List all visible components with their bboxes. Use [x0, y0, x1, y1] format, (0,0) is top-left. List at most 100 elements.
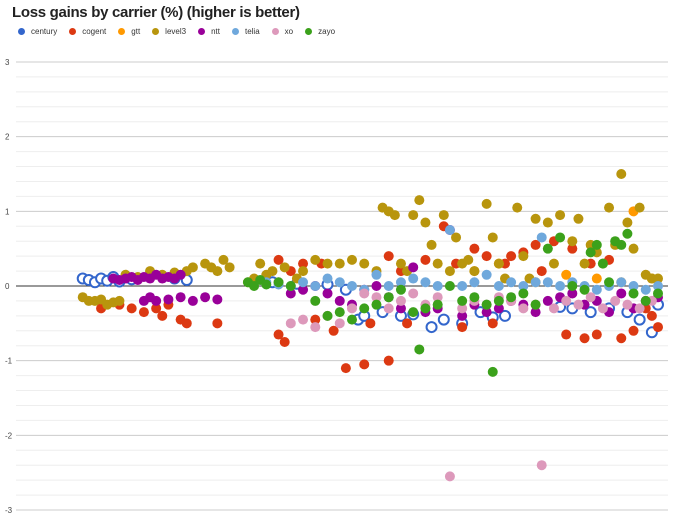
point-zayo — [555, 232, 566, 243]
point-level3 — [408, 210, 419, 221]
point-cogent — [457, 322, 468, 333]
point-xo — [518, 303, 529, 314]
legend-item-ntt: ntt — [198, 27, 220, 36]
point-ntt — [371, 281, 382, 291]
point-xo — [536, 460, 547, 471]
point-level3 — [334, 258, 345, 269]
point-level3 — [444, 266, 455, 277]
legend-item-century: century — [18, 27, 57, 36]
point-level3 — [389, 210, 400, 221]
point-cogent — [579, 333, 590, 344]
point-zayo — [414, 344, 425, 355]
point-zayo — [591, 239, 602, 250]
legend-swatch-gtt — [118, 28, 126, 35]
point-telia — [334, 277, 345, 288]
point-telia — [506, 277, 517, 288]
point-ntt — [481, 307, 492, 318]
chart-legend: century cogent gtt level3 ntt telia xo zayo — [18, 27, 335, 36]
point-zayo — [322, 310, 333, 321]
point-ntt — [298, 284, 309, 295]
point-cogent — [530, 239, 541, 250]
point-telia — [555, 281, 566, 291]
point-telia — [518, 281, 529, 291]
point-level3 — [426, 239, 437, 250]
point-xo — [432, 292, 443, 303]
y-tick-label: 1 — [5, 207, 10, 216]
point-cogent — [273, 254, 284, 265]
point-cogent — [126, 303, 137, 314]
point-cogent — [536, 266, 547, 277]
point-telia — [322, 273, 333, 284]
legend-swatch-ntt — [198, 28, 206, 35]
point-cogent — [469, 243, 480, 254]
point-level3 — [616, 169, 627, 179]
point-level3 — [224, 262, 235, 273]
point-level3 — [187, 262, 198, 273]
point-xo — [371, 292, 382, 303]
point-zayo — [261, 279, 272, 290]
point-cogent — [138, 307, 149, 318]
point-zayo — [469, 292, 480, 303]
point-zayo — [432, 299, 443, 310]
point-level3 — [573, 213, 584, 224]
point-cogent — [273, 329, 284, 340]
point-telia — [395, 277, 406, 288]
point-zayo — [567, 281, 578, 291]
point-cogent — [567, 243, 578, 254]
point-zayo — [383, 292, 394, 303]
point-level3 — [420, 217, 431, 228]
point-telia — [481, 269, 492, 280]
point-ntt — [530, 307, 541, 318]
point-ntt — [175, 292, 186, 303]
legend-label-level3: level3 — [165, 27, 187, 36]
legend-label-zayo: zayo — [318, 27, 336, 36]
point-ntt — [187, 295, 198, 306]
legend-swatch-xo — [271, 28, 279, 35]
point-level3 — [512, 202, 523, 213]
point-xo — [573, 299, 584, 310]
point-level3 — [279, 262, 290, 273]
legend-label-ntt: ntt — [211, 27, 220, 36]
point-xo — [310, 322, 321, 333]
point-ntt — [334, 295, 345, 306]
point-cogent — [383, 355, 394, 366]
point-zayo — [420, 303, 431, 314]
point-xo — [408, 288, 419, 299]
point-cogent — [212, 318, 223, 329]
point-zayo — [604, 277, 615, 288]
point-telia — [408, 273, 419, 284]
point-level3 — [347, 254, 357, 265]
point-xo — [334, 318, 345, 329]
legend-item-level3: level3 — [152, 27, 186, 36]
point-cogent — [298, 258, 309, 269]
point-ntt — [285, 288, 296, 299]
point-zayo — [542, 243, 553, 254]
point-zayo — [273, 277, 284, 288]
point-telia — [653, 281, 663, 291]
legend-item-telia: telia — [231, 27, 260, 36]
point-zayo — [359, 303, 370, 314]
point-century — [633, 313, 646, 326]
y-tick-label: -1 — [5, 357, 13, 366]
point-level3 — [267, 266, 278, 277]
point-cogent — [383, 251, 394, 262]
point-telia — [530, 277, 541, 288]
legend-label-cogent: cogent — [82, 27, 107, 36]
point-xo — [610, 295, 621, 306]
point-level3 — [469, 266, 480, 277]
legend-swatch-zayo — [305, 28, 313, 35]
point-cogent — [616, 333, 627, 344]
point-level3 — [487, 232, 498, 243]
point-cogent — [487, 318, 498, 329]
point-cogent — [628, 325, 639, 336]
legend-label-gtt: gtt — [131, 27, 141, 36]
point-zayo — [334, 307, 345, 318]
point-level3 — [555, 210, 566, 221]
point-ntt — [567, 288, 578, 299]
point-zayo — [285, 281, 296, 291]
point-telia — [493, 281, 504, 291]
point-level3 — [438, 210, 449, 221]
legend-swatch-level3 — [152, 28, 160, 35]
legend-swatch-cogent — [69, 28, 77, 35]
y-tick-label: -3 — [5, 506, 13, 515]
